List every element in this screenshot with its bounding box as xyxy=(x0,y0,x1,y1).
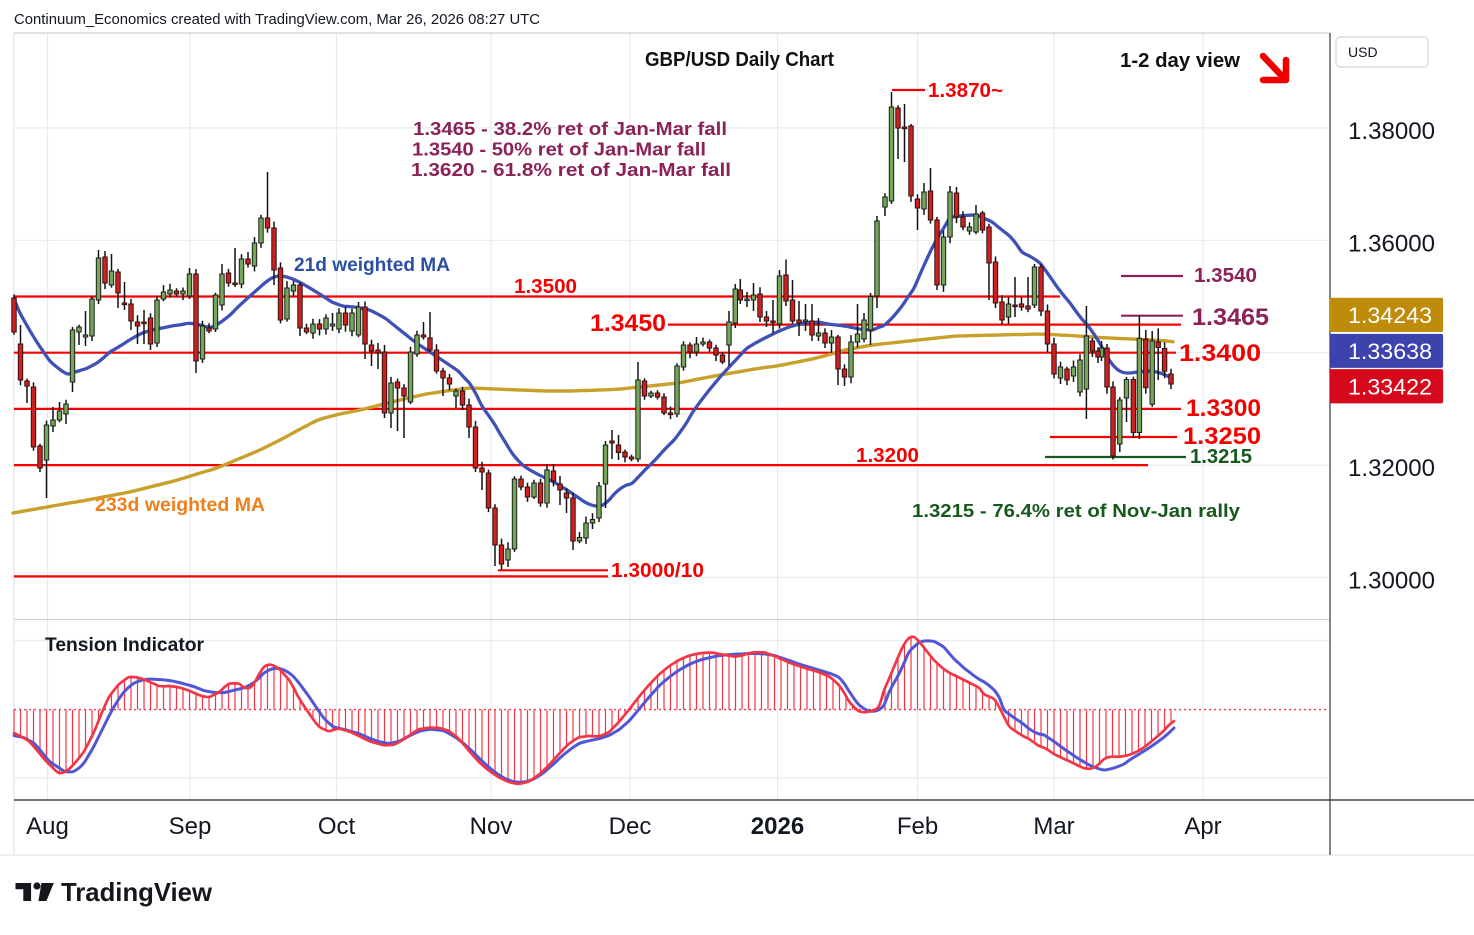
svg-text:1.33638: 1.33638 xyxy=(1348,339,1432,364)
svg-text:1.3450: 1.3450 xyxy=(590,310,666,337)
svg-text:21d weighted MA: 21d weighted MA xyxy=(294,255,450,276)
svg-text:TradingView: TradingView xyxy=(61,877,213,907)
svg-text:1.36000: 1.36000 xyxy=(1348,230,1435,257)
svg-text:USD: USD xyxy=(1348,44,1378,60)
svg-text:1.32000: 1.32000 xyxy=(1348,455,1435,482)
svg-text:1.30000: 1.30000 xyxy=(1348,568,1435,595)
svg-text:1.3540 - 50% ret of Jan-Mar fa: 1.3540 - 50% ret of Jan-Mar fall xyxy=(412,139,706,160)
svg-text:Feb: Feb xyxy=(897,813,938,840)
svg-text:1.34243: 1.34243 xyxy=(1348,303,1432,328)
svg-text:Aug: Aug xyxy=(26,813,69,840)
svg-text:1.3215 - 76.4% ret of Nov-Jan: 1.3215 - 76.4% ret of Nov-Jan rally xyxy=(912,500,1241,521)
svg-text:Tension Indicator: Tension Indicator xyxy=(45,635,205,656)
svg-text:1.3000/10: 1.3000/10 xyxy=(611,560,704,582)
svg-text:GBP/USD Daily Chart: GBP/USD Daily Chart xyxy=(645,48,834,71)
svg-text:1.3465 - 38.2% ret of Jan-Mar: 1.3465 - 38.2% ret of Jan-Mar fall xyxy=(413,118,727,139)
svg-text:1.3250: 1.3250 xyxy=(1183,423,1261,450)
svg-text:1.3620 - 61.8% ret of Jan-Mar: 1.3620 - 61.8% ret of Jan-Mar fall xyxy=(411,159,731,180)
svg-text:1.3300: 1.3300 xyxy=(1186,395,1261,422)
svg-text:1.3870~: 1.3870~ xyxy=(928,80,1003,102)
svg-text:1.38000: 1.38000 xyxy=(1348,118,1435,145)
svg-text:233d weighted MA: 233d weighted MA xyxy=(95,495,265,516)
svg-text:Continuum_Economics created wi: Continuum_Economics created with Trading… xyxy=(14,11,540,28)
svg-text:1.3400: 1.3400 xyxy=(1179,340,1261,367)
svg-text:1.33422: 1.33422 xyxy=(1348,374,1432,399)
svg-text:Nov: Nov xyxy=(470,813,513,840)
svg-text:Sep: Sep xyxy=(169,813,212,840)
svg-text:1.3500: 1.3500 xyxy=(514,276,577,298)
svg-text:1.3465: 1.3465 xyxy=(1192,304,1269,331)
svg-text:Mar: Mar xyxy=(1033,813,1074,840)
svg-text:Dec: Dec xyxy=(609,813,652,840)
svg-text:2026: 2026 xyxy=(751,813,804,840)
svg-text:Apr: Apr xyxy=(1184,813,1221,840)
svg-text:1.3540: 1.3540 xyxy=(1194,265,1257,287)
svg-text:1-2 day view: 1-2 day view xyxy=(1120,49,1240,72)
svg-text:1.3200: 1.3200 xyxy=(856,445,919,467)
svg-text:Oct: Oct xyxy=(318,813,356,840)
svg-text:1.3215: 1.3215 xyxy=(1190,446,1252,468)
